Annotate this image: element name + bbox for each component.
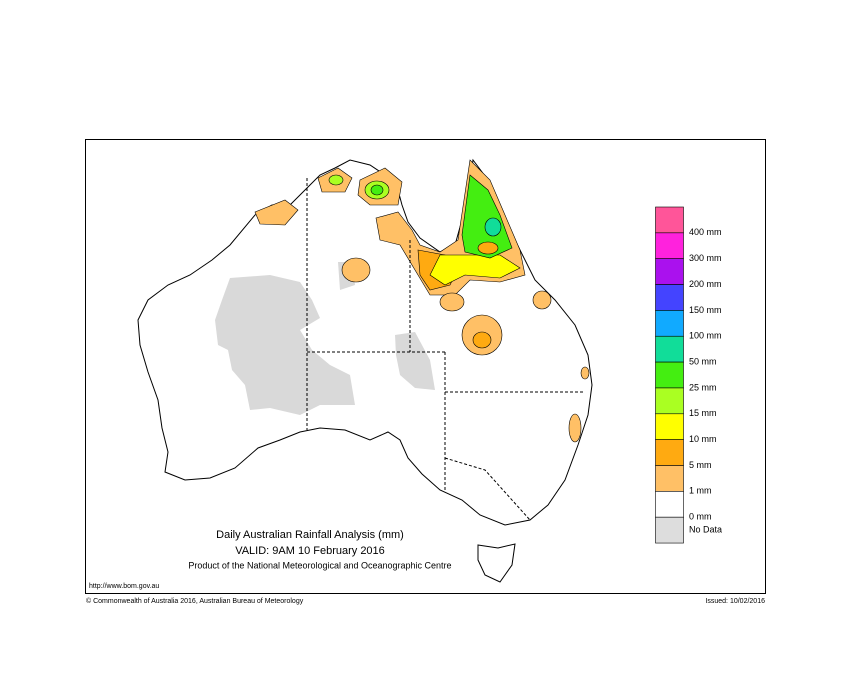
legend-swatch — [655, 258, 684, 285]
legend-swatch — [655, 284, 684, 311]
legend-label: 15 mm — [689, 408, 717, 418]
legend-swatch — [655, 310, 684, 337]
legend-swatch — [655, 361, 684, 389]
legend-swatch — [655, 465, 684, 492]
issued-date: Issued: 10/02/2016 — [705, 598, 765, 605]
source-url: http://www.bom.gov.au — [89, 583, 159, 590]
no-data-area — [215, 262, 435, 415]
legend-label: 25 mm — [689, 382, 717, 392]
legend-swatch — [655, 387, 684, 415]
legend-swatch — [655, 413, 684, 440]
map-title: Daily Australian Rainfall Analysis (mm) — [216, 529, 404, 541]
tasmania — [477, 543, 516, 583]
legend-label: 100 mm — [689, 331, 722, 341]
product-note: Product of the National Meteorological a… — [188, 560, 451, 570]
legend-label: 300 mm — [689, 253, 722, 263]
legend-swatch — [655, 206, 684, 234]
legend-label: 150 mm — [689, 305, 722, 315]
legend-swatch — [655, 516, 684, 544]
legend-label: 400 mm — [689, 227, 722, 237]
legend-label: 10 mm — [689, 434, 717, 444]
state-borders — [306, 178, 585, 521]
legend-swatch — [655, 335, 684, 363]
legend-label: No Data — [689, 525, 722, 535]
copyright: © Commonwealth of Australia 2016, Austra… — [86, 597, 304, 605]
legend-label: 0 mm — [689, 512, 712, 522]
legend-swatch — [655, 491, 684, 518]
legend-label: 50 mm — [689, 356, 717, 366]
legend-swatch — [655, 232, 684, 260]
legend-label: 5 mm — [689, 460, 712, 470]
legend-swatch — [655, 439, 684, 466]
valid-time: VALID: 9AM 10 February 2016 — [235, 545, 385, 557]
rain-areas — [254, 159, 590, 443]
legend-label: 1 mm — [689, 486, 712, 496]
legend-label: 200 mm — [689, 279, 722, 289]
